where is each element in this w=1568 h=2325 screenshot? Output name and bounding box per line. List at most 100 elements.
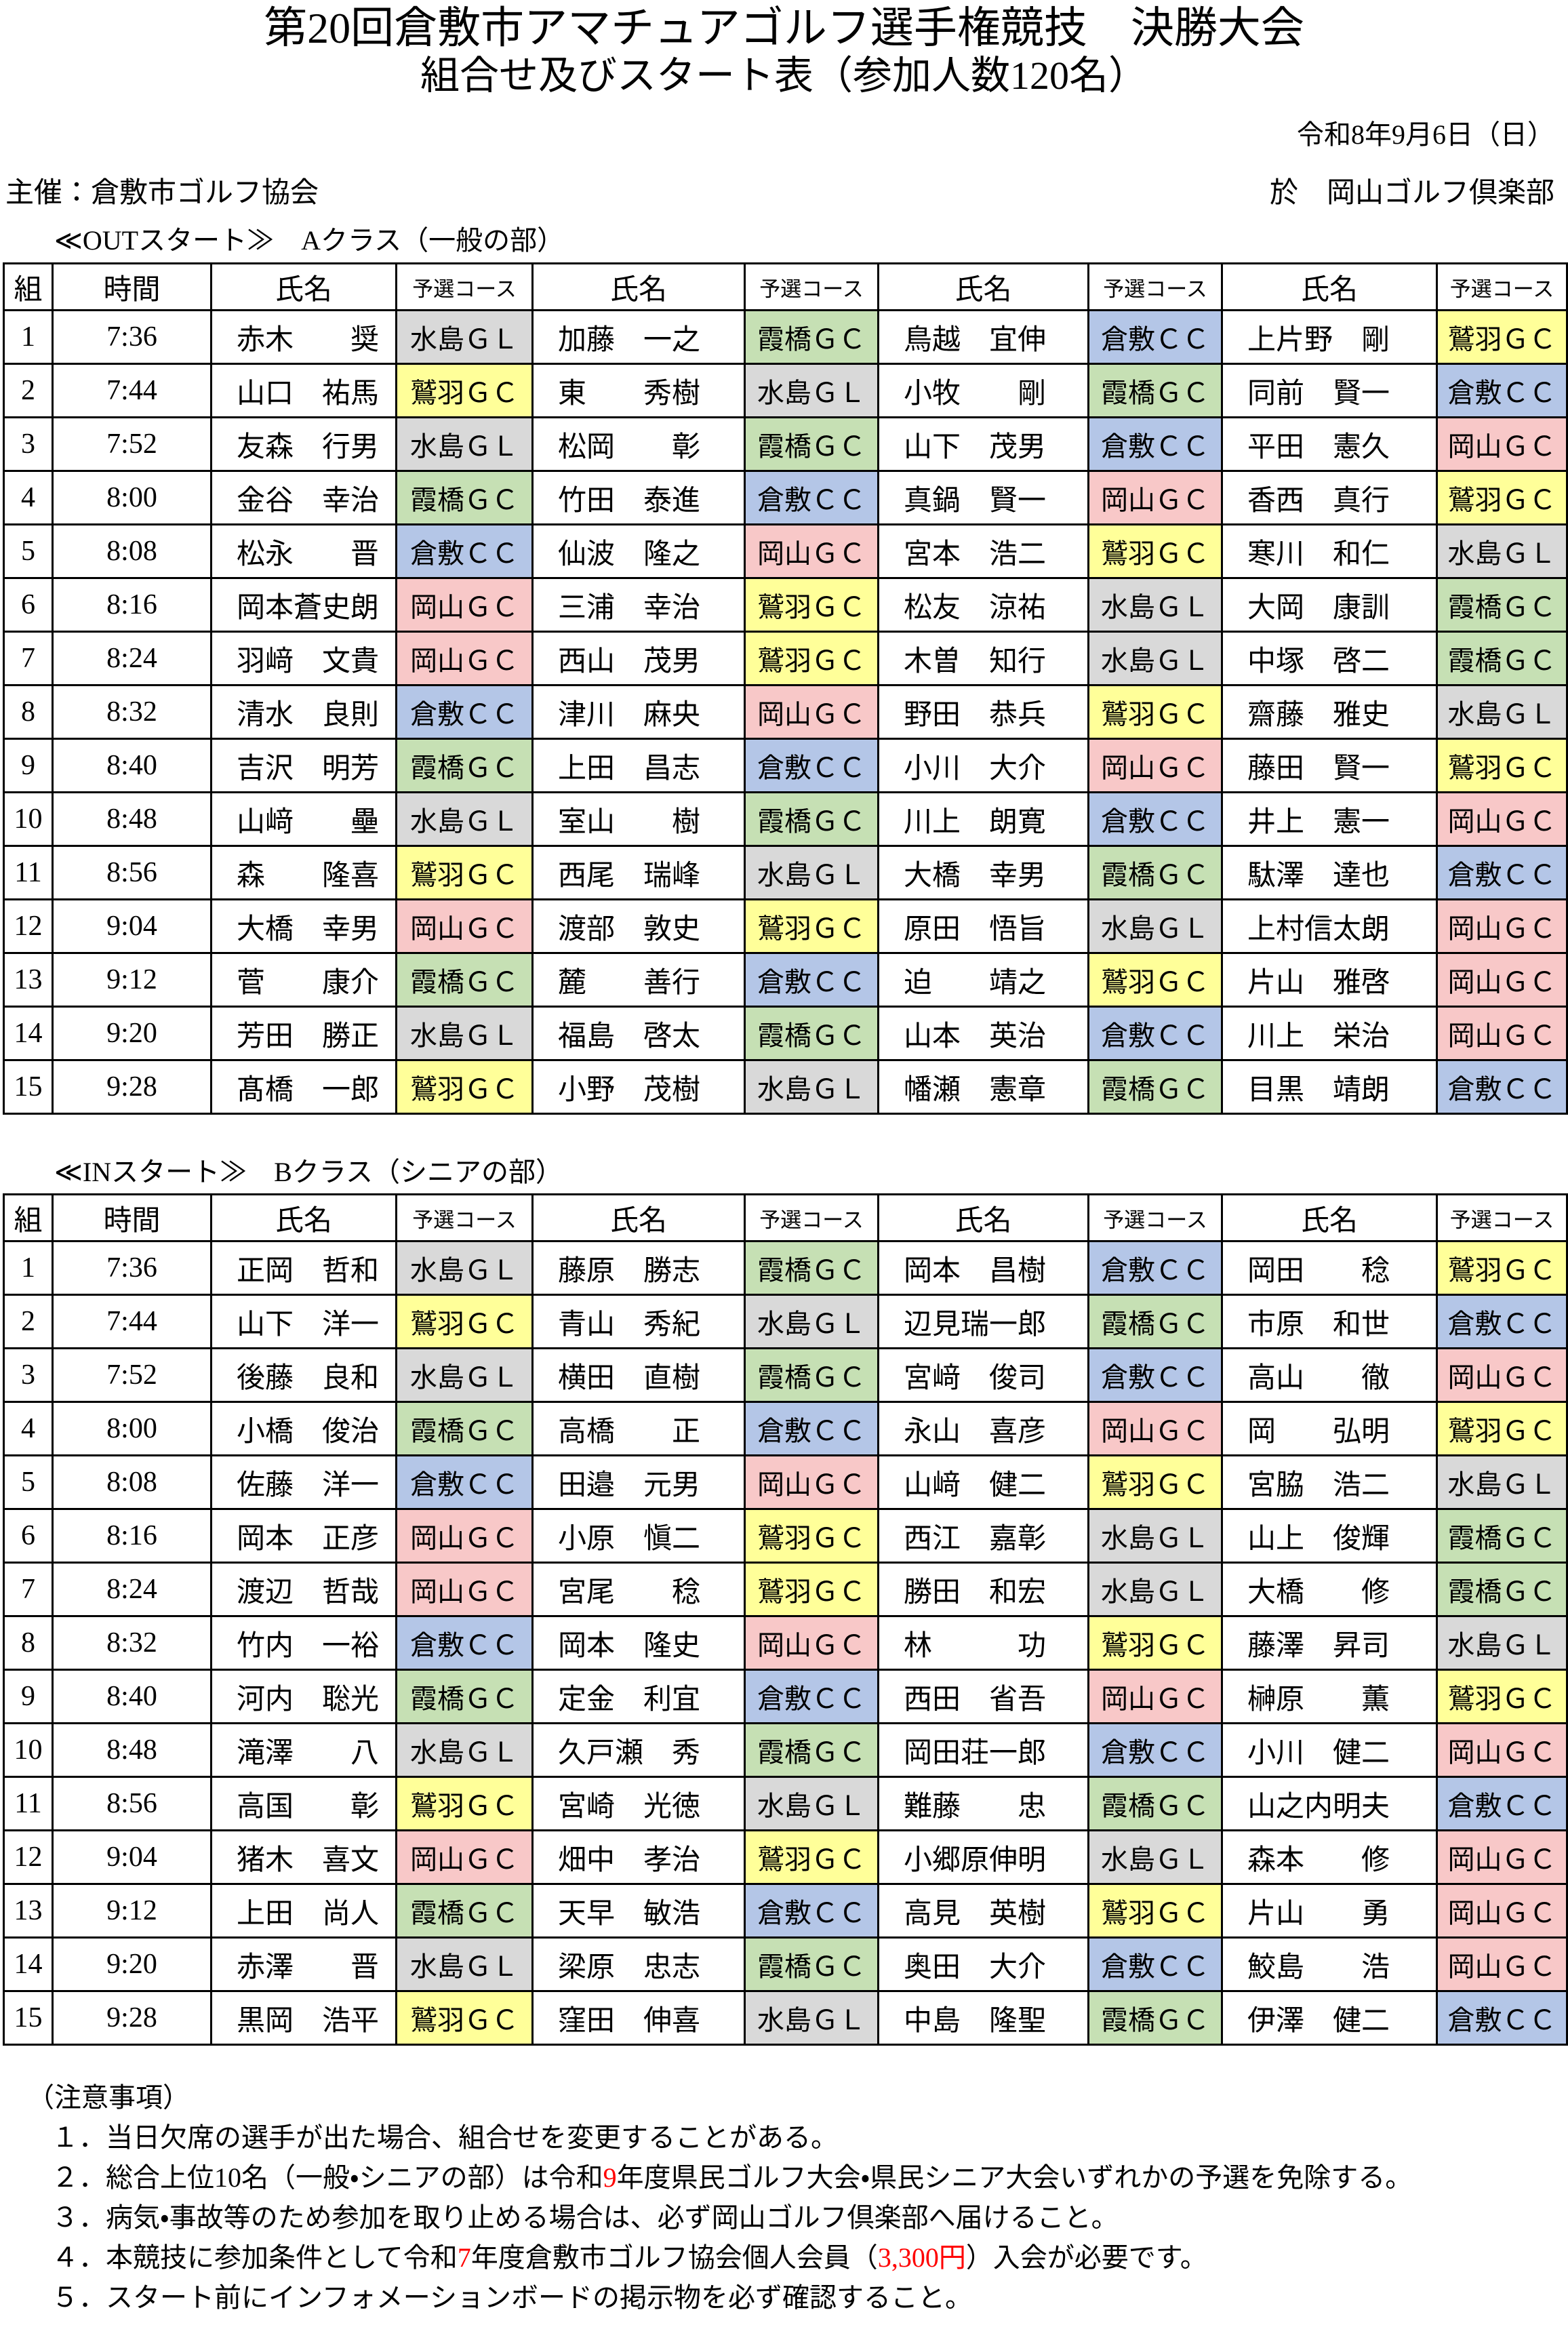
name-cell: 宮尾 稔 [531, 1562, 746, 1617]
name-cell: 仙波 隆之 [531, 523, 746, 579]
name-cell: 森本 修 [1221, 1829, 1438, 1885]
table-row: 14 9:20 赤澤 晋水島ＧＬ 梁原 忠志 霞橋ＧＣ 奥田 大介 倉敷ＣＣ 鮫島 浩岡山ＧＣ [3, 1936, 1568, 1992]
header-cell: 氏名 [1221, 1193, 1438, 1242]
header-cell: 時間 [52, 262, 212, 311]
note-text: 年度県民ゴルフ大会・県民シニア大会いずれかの予選を免除する。 [616, 2162, 1413, 2193]
group-cell: 13 [3, 1883, 54, 1939]
name-cell: 竹田 泰進 [531, 470, 746, 525]
table-row: 10 8:48 滝澤 八水島ＧＬ 久戸瀬 秀霞橋ＧＣ 岡田荘一郎 倉敷ＣＣ 小川 健二 岡山Ｇ… [3, 1722, 1568, 1778]
table-row: 3 7:52 友森 行男 水島ＧＬ 松岡 彰霞橋ＧＣ 山下 茂男 倉敷ＣＣ 平田 憲久 岡山ＧＣ [3, 416, 1568, 472]
name-cell: 福島 啓太 [531, 1006, 746, 1061]
table-row: 1 7:36 赤木 奨水島ＧＬ 加藤 一之 霞橋ＧＣ 鳥越 宜伸 倉敷ＣＣ 上片野 剛鷲羽ＧＣ [3, 309, 1568, 365]
name-cell: 駄澤 達也 [1221, 845, 1438, 900]
course-cell: 霞橋ＧＣ [1087, 845, 1223, 900]
course-cell: 岡山ＧＣ [1436, 1883, 1568, 1939]
name-cell: 小野 茂樹 [531, 1059, 746, 1115]
name-cell: 山﨑 壘 [210, 791, 397, 847]
group-cell: 6 [3, 1508, 54, 1564]
name-cell: 高橋 正 [531, 1401, 746, 1456]
course-cell: 岡山ＧＣ [744, 684, 879, 740]
course-cell: 倉敷ＣＣ [1087, 1240, 1223, 1296]
note-item: ５．スタート前にインフォメーションボードの掲示物を必ず確認すること。 [27, 2278, 1412, 2318]
course-cell: 岡山ＧＣ [1087, 1669, 1223, 1724]
name-cell: 鮫島 浩 [1221, 1936, 1438, 1992]
course-cell: 倉敷ＣＣ [1436, 845, 1568, 900]
note-text: 年度倉敷市ゴルフ協会個人会員（ [470, 2242, 878, 2273]
name-cell: 山之内明夫 [1221, 1776, 1438, 1831]
note-text: 3,300円 [877, 2242, 966, 2273]
name-cell: 竹内 一裕 [210, 1615, 397, 1671]
time-cell: 8:08 [52, 1454, 212, 1510]
time-cell: 9:12 [52, 952, 212, 1008]
course-cell: 霞橋ＧＣ [1087, 1776, 1223, 1831]
course-cell: 霞橋ＧＣ [1087, 1059, 1223, 1115]
group-cell: 5 [3, 523, 54, 579]
name-cell: 天早 敏浩 [531, 1883, 746, 1939]
name-cell: 上村信太朗 [1221, 898, 1438, 954]
name-cell: 青山 秀紀 [531, 1294, 746, 1349]
time-cell: 7:36 [52, 309, 212, 365]
header-cell: 予選コース [395, 1193, 534, 1242]
name-cell: 平田 憲久 [1221, 416, 1438, 472]
name-cell: 山﨑 健二 [877, 1454, 1089, 1510]
course-cell: 岡山ＧＣ [1436, 1722, 1568, 1778]
name-cell: 小川 大介 [877, 738, 1089, 793]
course-cell: 水島ＧＬ [1436, 684, 1568, 740]
course-cell: 倉敷ＣＣ [744, 470, 879, 525]
group-cell: 3 [3, 1347, 54, 1403]
course-cell: 鷲羽ＧＣ [1087, 1615, 1223, 1671]
course-cell: 霞橋ＧＣ [1436, 1508, 1568, 1564]
header-cell: 予選コース [1436, 1193, 1568, 1242]
course-cell: 鷲羽ＧＣ [744, 1829, 879, 1885]
course-cell: 霞橋ＧＣ [1087, 363, 1223, 418]
course-cell: 鷲羽ＧＣ [1436, 738, 1568, 793]
header-cell: 組 [3, 262, 54, 311]
name-cell: 西田 省吾 [877, 1669, 1089, 1724]
course-cell: 霞橋ＧＣ [744, 416, 879, 472]
course-cell: 倉敷ＣＣ [744, 1401, 879, 1456]
table-row: 5 8:08 佐藤 洋一 倉敷ＣＣ 田邉 元男 岡山ＧＣ 山﨑 健二 鷲羽ＧＣ 宮脇 浩二 水島Ｇ… [3, 1454, 1568, 1510]
name-cell: 滝澤 八 [210, 1722, 397, 1778]
course-cell: 鷲羽ＧＣ [1436, 1240, 1568, 1296]
name-cell: 芳田 勝正 [210, 1006, 397, 1061]
note-item: ２．総合上位10名（一般・シニアの部）は令和9年度県民ゴルフ大会・県民シニア大会… [27, 2158, 1412, 2198]
course-cell: 倉敷ＣＣ [744, 952, 879, 1008]
course-cell: 鷲羽ＧＣ [1436, 1669, 1568, 1724]
name-cell: 金谷 幸治 [210, 470, 397, 525]
table-row: 15 9:28 黒岡 浩平 鷲羽ＧＣ 窪田 伸喜 水島ＧＬ 中島 隆聖 霞橋ＧＣ 伊澤 健二 倉敷… [3, 1990, 1568, 2046]
name-cell: 室山 樹 [531, 791, 746, 847]
course-cell: 岡山ＧＣ [744, 1615, 879, 1671]
name-cell: 高見 英樹 [877, 1883, 1089, 1939]
name-cell: 三浦 幸治 [531, 577, 746, 633]
date: 令和8年9月6日（日） [1297, 119, 1554, 150]
name-cell: 岡田 稔 [1221, 1240, 1438, 1296]
header-row: 組時間 氏名 予選コース 氏名 予選コース 氏名 予選コース 氏名 予選コース [3, 262, 1568, 311]
course-cell: 倉敷ＣＣ [1087, 416, 1223, 472]
course-cell: 霞橋ＧＣ [395, 738, 534, 793]
header-cell: 氏名 [1221, 262, 1438, 311]
course-cell: 倉敷ＣＣ [395, 1615, 534, 1671]
name-cell: 宮崎 光徳 [531, 1776, 746, 1831]
name-cell: 正岡 哲和 [210, 1240, 397, 1296]
course-cell: 霞橋ＧＣ [395, 1883, 534, 1939]
course-cell: 岡山ＧＣ [395, 631, 534, 686]
note-text: ５．スタート前にインフォメーションボードの掲示物を必ず確認すること。 [52, 2282, 972, 2313]
name-cell: 赤木 奨 [210, 309, 397, 365]
name-cell: 大橋 幸男 [210, 898, 397, 954]
group-cell: 9 [3, 1669, 54, 1724]
time-cell: 7:36 [52, 1240, 212, 1296]
time-cell: 7:44 [52, 363, 212, 418]
name-cell: 寒川 和仁 [1221, 523, 1438, 579]
header-cell: 氏名 [531, 262, 746, 311]
group-cell: 4 [3, 1401, 54, 1456]
course-cell: 岡山ＧＣ [1087, 738, 1223, 793]
course-cell: 霞橋ＧＣ [1087, 1990, 1223, 2046]
name-cell: 麓 善行 [531, 952, 746, 1008]
note-item: １．当日欠席の選手が出た場合、組合せを変更することがある。 [27, 2118, 1412, 2158]
table-row: 9 8:40 吉沢 明芳 霞橋ＧＣ 上田 昌志 倉敷ＣＣ 小川 大介 岡山ＧＣ 藤田 賢一 鷲羽Ｇ… [3, 738, 1568, 793]
table-row: 2 7:44 山口 祐馬 鷲羽ＧＣ 東 秀樹 水島ＧＬ 小牧 剛霞橋ＧＣ 同前 賢一 倉敷ＣＣ [3, 363, 1568, 418]
note-text: ）入会が必要です。 [965, 2242, 1207, 2273]
name-cell: 岡本 昌樹 [877, 1240, 1089, 1296]
course-cell: 水島ＧＬ [395, 1347, 534, 1403]
